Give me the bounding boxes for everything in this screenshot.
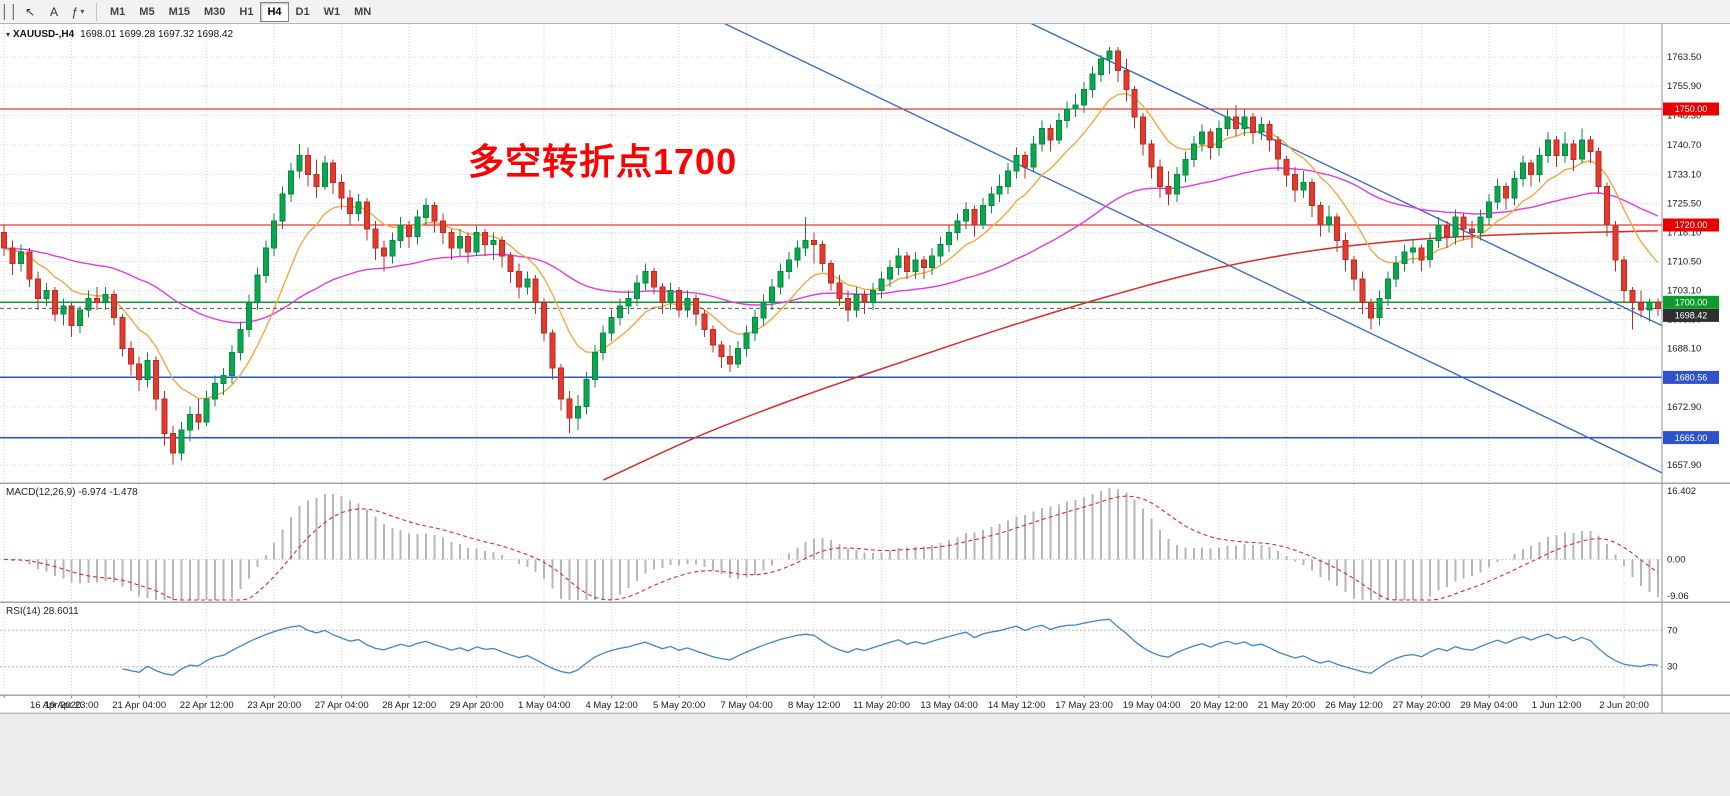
svg-text:1 Jun 12:00: 1 Jun 12:00 [1532, 700, 1582, 711]
svg-text:1688.10: 1688.10 [1667, 343, 1701, 354]
svg-text:1672.90: 1672.90 [1667, 402, 1701, 413]
chart-annotation-text[interactable]: 多空转折点1700 [468, 141, 738, 182]
tf-button-m30[interactable]: M30 [197, 2, 232, 22]
svg-text:1698.42: 1698.42 [1675, 311, 1708, 321]
svg-text:5 May 20:00: 5 May 20:00 [653, 700, 705, 711]
svg-text:16 Apr 2020: 16 Apr 2020 [30, 700, 81, 711]
svg-text:27 May 20:00: 27 May 20:00 [1393, 700, 1451, 711]
indicators-dropdown-icon[interactable]: ƒ ▾ [67, 2, 89, 22]
svg-text:20 May 12:00: 20 May 12:00 [1190, 700, 1248, 711]
svg-text:26 May 12:00: 26 May 12:00 [1325, 700, 1383, 711]
svg-text:8 May 12:00: 8 May 12:00 [788, 700, 840, 711]
svg-text:19 May 04:00: 19 May 04:00 [1123, 700, 1181, 711]
price-badge-1665.00: 1665.00 [1663, 431, 1719, 445]
svg-text:1733.10: 1733.10 [1667, 169, 1701, 180]
toolbar-grip[interactable] [3, 3, 14, 20]
pointer-tool-icon[interactable]: ↖ [19, 2, 41, 22]
tf-button-h1[interactable]: H1 [232, 2, 260, 22]
svg-text:30: 30 [1667, 662, 1678, 673]
svg-text:21 May 20:00: 21 May 20:00 [1258, 700, 1316, 711]
mid-ma-line [4, 167, 1659, 324]
panel-borders [0, 24, 1730, 714]
svg-text:1 May 04:00: 1 May 04:00 [518, 700, 570, 711]
svg-text:27 Apr 04:00: 27 Apr 04:00 [315, 700, 369, 711]
macd-signal-line [4, 495, 1659, 601]
price-axis: 1763.50 1755.90 1748.30 1740.70 1733.10 1725.… [1663, 52, 1719, 471]
svg-text:7 May 04:00: 7 May 04:00 [720, 700, 772, 711]
rsi-panel: 70 30 [0, 618, 1678, 676]
svg-text:1710.50: 1710.50 [1667, 257, 1701, 268]
svg-text:1665.00: 1665.00 [1675, 433, 1708, 443]
svg-text:19 Apr 23:00: 19 Apr 23:00 [45, 700, 99, 711]
svg-text:28 Apr 12:00: 28 Apr 12:00 [382, 700, 436, 711]
tf-button-w1[interactable]: W1 [317, 2, 348, 22]
text-tool-icon[interactable]: A [43, 2, 65, 22]
svg-text:4 May 12:00: 4 May 12:00 [586, 700, 638, 711]
svg-text:16.402: 16.402 [1667, 486, 1696, 497]
svg-text:1700.00: 1700.00 [1675, 297, 1708, 307]
svg-text:-9.06: -9.06 [1667, 591, 1689, 602]
svg-text:1725.50: 1725.50 [1667, 199, 1701, 210]
svg-text:1740.70: 1740.70 [1667, 140, 1701, 151]
svg-text:1720.00: 1720.00 [1675, 220, 1708, 230]
tf-button-mn[interactable]: MN [347, 2, 378, 22]
price-badge-1700.00: 1700.00 [1663, 295, 1719, 309]
tf-button-d1[interactable]: D1 [289, 2, 317, 22]
price-badge-1680.56: 1680.56 [1663, 370, 1719, 384]
svg-text:1750.00: 1750.00 [1675, 104, 1708, 114]
chart-background [0, 24, 1730, 713]
current-price-badge: 1698.42 [1663, 308, 1719, 322]
toolbar-separator [96, 2, 97, 21]
rsi-line [122, 618, 1658, 676]
symbol-collapse-icon[interactable]: ▾ [6, 30, 11, 39]
macd-histogram [11, 488, 1659, 600]
svg-text:1755.90: 1755.90 [1667, 81, 1701, 92]
trendlines [595, 0, 1709, 495]
tf-button-m5[interactable]: M5 [132, 2, 161, 22]
timeframe-buttons: M1 M5 M15 M30 H1 H4 D1 W1 MN [103, 1, 378, 22]
svg-text:1680.56: 1680.56 [1675, 373, 1708, 383]
svg-text:0.00: 0.00 [1667, 554, 1686, 565]
trendline-1[interactable] [595, 0, 1709, 495]
svg-text:1748.30: 1748.30 [1667, 111, 1701, 122]
svg-text:29 May 04:00: 29 May 04:00 [1460, 700, 1518, 711]
svg-text:1718.10: 1718.10 [1667, 227, 1701, 238]
macd-panel: 16.402 0.00 -9.06 [0, 486, 1696, 602]
svg-text:21 Apr 04:00: 21 Apr 04:00 [112, 700, 166, 711]
trendline-2[interactable] [932, 0, 1708, 348]
svg-text:14 May 12:00: 14 May 12:00 [988, 700, 1046, 711]
svg-text:11 May 20:00: 11 May 20:00 [853, 700, 910, 711]
chevron-down-icon: ▾ [80, 7, 85, 16]
svg-text:70: 70 [1667, 625, 1678, 636]
tf-button-h4[interactable]: H4 [260, 1, 289, 22]
svg-text:22 Apr 12:00: 22 Apr 12:00 [180, 700, 234, 711]
svg-text:17 May 23:00: 17 May 23:00 [1055, 700, 1113, 711]
svg-text:1763.50: 1763.50 [1667, 52, 1701, 63]
tf-button-m15[interactable]: M15 [162, 2, 197, 22]
svg-text:2 Jun 20:00: 2 Jun 20:00 [1599, 700, 1649, 711]
slow-ma-line [602, 230, 1658, 481]
svg-text:23 Apr 20:00: 23 Apr 20:00 [247, 700, 301, 711]
svg-text:1703.10: 1703.10 [1667, 285, 1701, 296]
svg-text:29 Apr 20:00: 29 Apr 20:00 [450, 700, 504, 711]
tf-button-m1[interactable]: M1 [103, 2, 132, 22]
svg-text:1657.90: 1657.90 [1667, 460, 1701, 471]
svg-text:13 May 04:00: 13 May 04:00 [920, 700, 978, 711]
price-badge-1720.00: 1720.00 [1663, 218, 1719, 232]
candles-layer [1, 47, 1661, 465]
price-badge-1750.00: 1750.00 [1663, 102, 1719, 116]
